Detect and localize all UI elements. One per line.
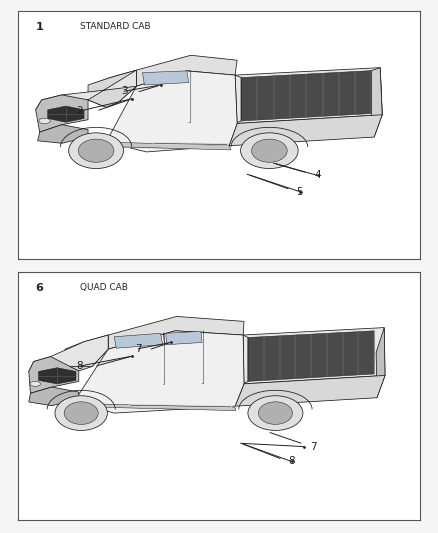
- Polygon shape: [108, 317, 244, 349]
- Polygon shape: [166, 332, 202, 345]
- Polygon shape: [248, 331, 374, 382]
- Polygon shape: [241, 71, 371, 121]
- Ellipse shape: [64, 402, 98, 424]
- Ellipse shape: [69, 133, 124, 168]
- Polygon shape: [372, 68, 382, 137]
- Ellipse shape: [248, 395, 303, 431]
- Text: 3: 3: [121, 86, 127, 96]
- Text: 8: 8: [77, 361, 83, 371]
- Ellipse shape: [39, 118, 50, 124]
- Polygon shape: [58, 70, 136, 105]
- Polygon shape: [39, 368, 76, 384]
- Ellipse shape: [78, 139, 114, 162]
- Polygon shape: [88, 70, 136, 107]
- Polygon shape: [29, 357, 50, 372]
- Polygon shape: [235, 375, 385, 406]
- Polygon shape: [235, 68, 382, 124]
- Polygon shape: [229, 115, 382, 146]
- Text: 7: 7: [311, 441, 317, 451]
- Polygon shape: [46, 335, 108, 367]
- Polygon shape: [106, 142, 231, 150]
- Polygon shape: [88, 70, 136, 107]
- Polygon shape: [63, 335, 108, 371]
- Polygon shape: [74, 331, 244, 413]
- Text: 6: 6: [35, 283, 43, 293]
- Text: 8: 8: [288, 456, 295, 466]
- Text: 5: 5: [296, 187, 303, 197]
- Ellipse shape: [251, 139, 287, 162]
- Polygon shape: [106, 71, 237, 152]
- Text: 2: 2: [77, 106, 83, 116]
- Ellipse shape: [55, 395, 107, 431]
- Polygon shape: [376, 328, 385, 398]
- Polygon shape: [371, 68, 382, 137]
- Ellipse shape: [30, 382, 40, 386]
- Polygon shape: [38, 125, 88, 143]
- Text: 1: 1: [35, 22, 43, 32]
- Ellipse shape: [258, 402, 293, 424]
- Polygon shape: [29, 357, 79, 393]
- Text: 7: 7: [135, 344, 142, 354]
- Text: QUAD CAB: QUAD CAB: [80, 283, 128, 292]
- Polygon shape: [114, 333, 162, 348]
- Polygon shape: [88, 403, 236, 410]
- Polygon shape: [35, 95, 88, 132]
- Polygon shape: [48, 106, 84, 122]
- Polygon shape: [243, 328, 385, 384]
- Polygon shape: [136, 55, 237, 86]
- Text: 4: 4: [314, 171, 321, 181]
- Polygon shape: [29, 387, 79, 406]
- Polygon shape: [142, 71, 189, 85]
- Ellipse shape: [240, 133, 298, 168]
- Polygon shape: [35, 95, 62, 110]
- Text: STANDARD CAB: STANDARD CAB: [80, 22, 151, 31]
